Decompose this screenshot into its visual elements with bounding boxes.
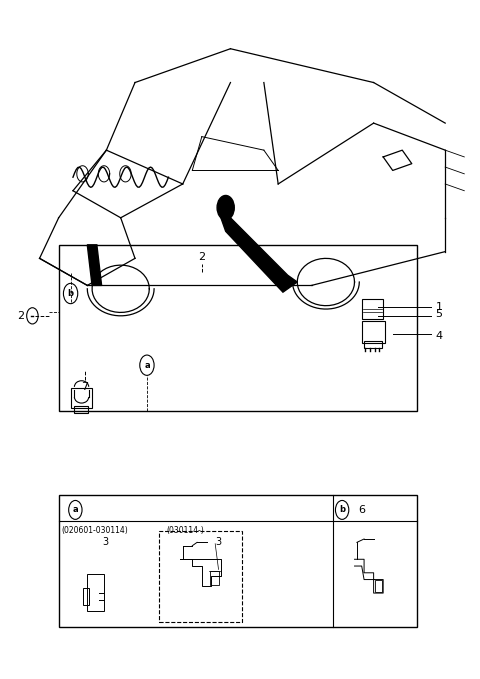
Bar (362, 321, 384, 343)
Text: 2: 2 (17, 311, 24, 321)
Bar (74, 406, 88, 413)
Text: 6: 6 (358, 505, 365, 515)
Circle shape (217, 196, 234, 220)
Text: a: a (144, 361, 150, 369)
Polygon shape (221, 218, 297, 292)
Text: (020601-030114): (020601-030114) (61, 526, 128, 534)
Bar (84, 587, 89, 604)
Bar (87, 574, 104, 611)
Bar (59, 495, 417, 627)
Text: 5: 5 (436, 309, 443, 319)
Text: 3: 3 (216, 537, 222, 547)
Text: 3: 3 (102, 537, 108, 547)
Bar (210, 572, 219, 585)
Text: a: a (72, 505, 78, 515)
Bar (59, 245, 417, 411)
Text: (030114-): (030114-) (166, 526, 204, 534)
Bar (362, 299, 383, 319)
Bar (159, 531, 242, 622)
Text: 4: 4 (436, 331, 443, 341)
Polygon shape (87, 245, 102, 285)
Bar (374, 580, 382, 591)
Text: 1: 1 (436, 302, 443, 312)
Text: 2: 2 (198, 253, 205, 262)
Text: b: b (339, 505, 345, 515)
Bar (364, 341, 382, 348)
Text: 7: 7 (81, 382, 88, 392)
Bar (71, 388, 92, 409)
Text: b: b (68, 289, 73, 298)
